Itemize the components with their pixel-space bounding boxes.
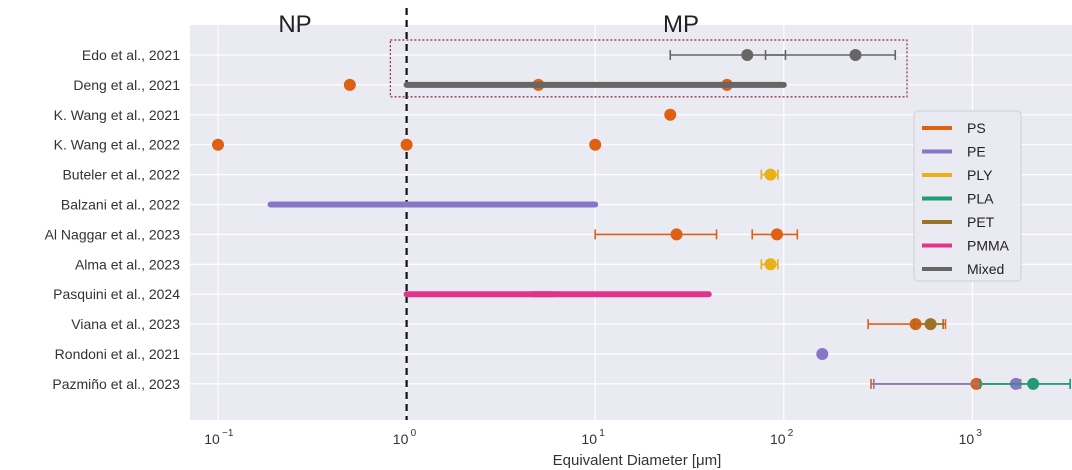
legend-label: PS — [967, 120, 986, 136]
legend-label: PLA — [967, 191, 994, 207]
legend-item-pet: PET — [922, 214, 995, 230]
svg-text:−1: −1 — [222, 428, 234, 439]
x-tick-label: 10 1 — [581, 428, 605, 447]
ps-point — [670, 228, 683, 241]
study-labels: Edo et al., 2021 Deng et al., 2021 K. Wang… — [45, 47, 181, 392]
study-label: Balzani et al., 2022 — [61, 197, 180, 213]
legend-item-pe: PE — [922, 144, 986, 160]
svg-text:10: 10 — [204, 431, 220, 447]
ps-point — [212, 138, 224, 151]
ply-point — [764, 258, 777, 271]
legend-item-pmma: PMMA — [922, 238, 1010, 254]
legend-item-ply: PLY — [922, 167, 993, 183]
legend-label: PE — [967, 144, 986, 160]
ply-point — [764, 168, 777, 181]
mixed-error-bar — [764, 50, 897, 60]
np-region-label: NP — [278, 11, 311, 38]
legend-label: PET — [967, 214, 995, 230]
x-tick-label: 10 2 — [770, 428, 794, 447]
svg-text:10: 10 — [393, 431, 409, 447]
ps-point — [400, 138, 413, 151]
ps-point — [343, 78, 356, 91]
study-label: Rondoni et al., 2021 — [55, 346, 181, 362]
mixed-point — [849, 49, 862, 61]
study-label: Deng et al., 2021 — [73, 77, 180, 93]
legend-label: PLY — [967, 167, 993, 183]
legend-item-ps: PS — [922, 120, 986, 136]
pe-point — [816, 348, 829, 360]
legend-item-pla: PLA — [922, 191, 994, 207]
ps-point — [589, 138, 602, 151]
svg-text:1: 1 — [599, 428, 605, 439]
study-label: Alma et al., 2023 — [75, 256, 180, 272]
ps-point — [664, 108, 677, 121]
x-tick-label: 10 0 — [393, 428, 417, 447]
x-tick-label: 10 −1 — [204, 428, 234, 447]
mixed-highlight-box — [389, 39, 908, 98]
svg-text:10: 10 — [959, 431, 975, 447]
svg-text:0: 0 — [411, 428, 417, 439]
svg-text:3: 3 — [976, 428, 982, 439]
legend-label: Mixed — [967, 261, 1004, 277]
legend-item-mixed: Mixed — [922, 261, 1004, 277]
mp-region-label: MP — [663, 11, 699, 38]
ps-point — [770, 228, 783, 241]
study-label: Al Naggar et al., 2023 — [45, 226, 181, 242]
pla-point — [1027, 377, 1040, 390]
x-tick-label: 10 3 — [959, 428, 983, 447]
study-label: Buteler et al., 2022 — [62, 167, 180, 183]
study-label: Edo et al., 2021 — [82, 47, 180, 63]
pla-error-bar — [979, 378, 1071, 389]
study-label: Viana et al., 2023 — [71, 316, 180, 332]
x-tick-labels: 10 −1 10 0 10 1 10 2 10 3 — [204, 428, 982, 447]
highlight-box — [389, 39, 908, 98]
svg-text:10: 10 — [581, 431, 597, 447]
data-marks — [212, 49, 1071, 390]
svg-text:2: 2 — [788, 428, 794, 439]
legend: PS PE PLY PLA PET PMMA Mixed — [913, 110, 1022, 282]
x-axis-title: Equivalent Diameter [μm] — [553, 452, 722, 469]
study-label: K. Wang et al., 2022 — [54, 137, 181, 153]
study-label: Pazmiño et al., 2023 — [52, 376, 180, 392]
mixed-point — [741, 49, 754, 61]
legend-label: PMMA — [967, 238, 1010, 254]
study-label: K. Wang et al., 2021 — [54, 107, 181, 123]
pet-point — [924, 318, 937, 331]
ps-error-bar — [594, 229, 718, 240]
svg-text:10: 10 — [770, 431, 786, 447]
study-label: Pasquini et al., 2024 — [53, 286, 180, 302]
